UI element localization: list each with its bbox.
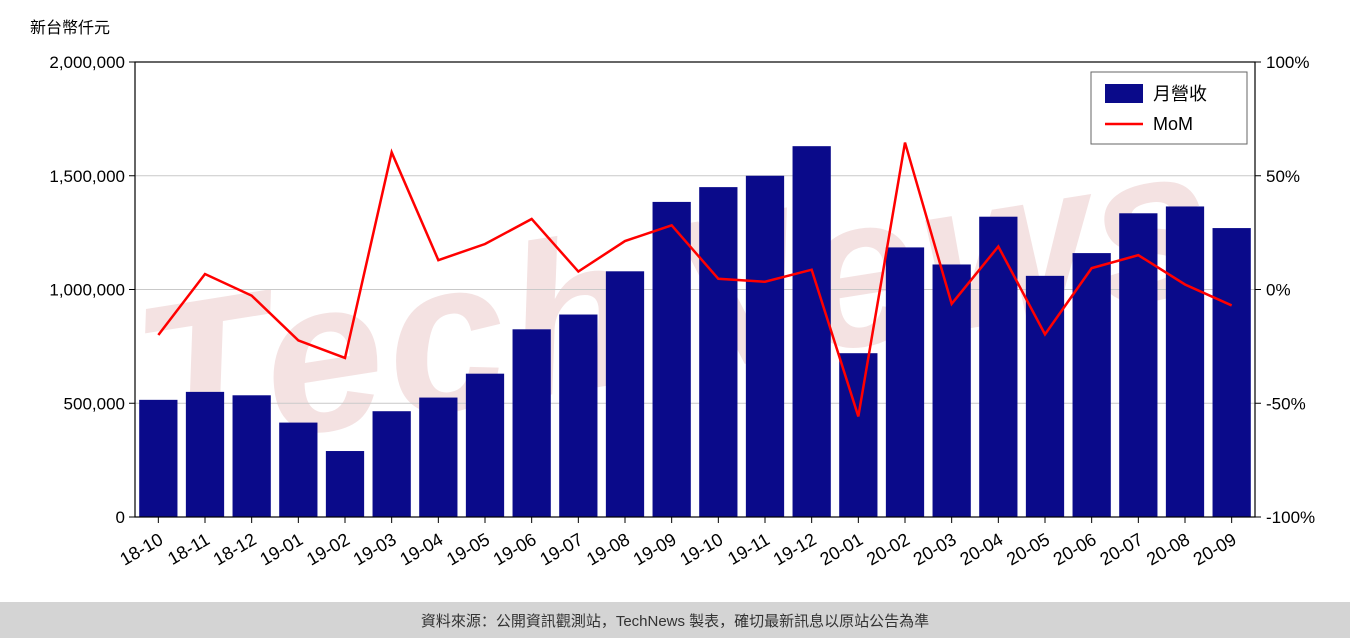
- left-tick-label: 0: [116, 508, 125, 527]
- x-tick-label: 18-11: [164, 529, 213, 569]
- legend-bar-swatch: [1105, 84, 1143, 103]
- x-tick-label: 19-01: [256, 529, 306, 569]
- x-tick-label: 20-06: [1050, 529, 1100, 569]
- revenue-bar: [512, 329, 551, 517]
- revenue-bar: [652, 201, 691, 517]
- legend-label-revenue: 月營收: [1153, 84, 1207, 104]
- revenue-bar: [745, 175, 785, 517]
- revenue-bar: [839, 353, 878, 517]
- revenue-bar: [1072, 253, 1111, 517]
- mom-line: [157, 142, 1233, 417]
- x-tick-label: 20-04: [956, 529, 1006, 569]
- x-tick-label: 18-10: [116, 529, 166, 569]
- revenue-bar: [885, 247, 925, 517]
- x-tick-label: 19-06: [490, 529, 540, 569]
- revenue-bar: [139, 399, 178, 517]
- x-tick-label: 19-10: [676, 529, 726, 569]
- revenue-bar: [605, 271, 645, 517]
- right-tick-label: 100%: [1266, 53, 1309, 72]
- revenue-bar: [1212, 228, 1251, 517]
- revenue-bar: [1025, 275, 1065, 517]
- plot-border: [134, 61, 1256, 518]
- revenue-bar: [932, 264, 971, 517]
- revenue-bar: [792, 146, 831, 518]
- x-tick-label: 19-11: [724, 529, 773, 569]
- revenue-bar: [465, 373, 505, 517]
- x-tick-label: 20-05: [1003, 529, 1053, 569]
- x-tick-label: 19-05: [443, 529, 493, 569]
- revenue-mom-chart: 0 500,000 1,000,000 1,500,000 2,000,000 -100%…: [49, 53, 1315, 569]
- footer-text: 資料來源：公開資訊觀測站，TechNews 製表，確切最新訊息以原站公告為準: [420, 612, 930, 630]
- x-tick-label: 20-02: [863, 529, 913, 569]
- right-tick-label: 50%: [1266, 167, 1300, 186]
- x-tick-label: 19-08: [583, 529, 633, 569]
- footer-source-note: 資料來源：公開資訊觀測站，TechNews 製表，確切最新訊息以原站公告為準: [0, 602, 1350, 638]
- x-tick-label: 20-08: [1143, 529, 1193, 569]
- left-tick-label: 1,500,000: [49, 167, 125, 186]
- revenue-bar: [419, 397, 458, 517]
- revenue-bar: [372, 411, 411, 517]
- x-tick-label: 19-09: [630, 529, 680, 569]
- legend-label-mom: MoM: [1153, 114, 1193, 134]
- revenue-bar: [1165, 206, 1205, 517]
- x-tick-label: 19-04: [396, 529, 446, 569]
- revenue-bar: [232, 395, 271, 517]
- x-tick-label: 19-02: [303, 529, 353, 569]
- revenue-bar: [699, 187, 738, 517]
- left-tick-label: 500,000: [64, 394, 125, 413]
- revenue-bar: [325, 451, 365, 517]
- left-tick-label: 2,000,000: [49, 53, 125, 72]
- revenue-bar: [559, 314, 598, 517]
- x-tick-label: 19-07: [536, 529, 586, 569]
- revenue-bar: [279, 422, 318, 517]
- x-tick-label: 20-01: [816, 529, 866, 569]
- right-tick-label: -50%: [1266, 394, 1306, 413]
- x-tick-label: 19-03: [350, 529, 400, 569]
- x-tick-label: 18-12: [210, 529, 260, 569]
- x-tick-label: 20-03: [910, 529, 960, 569]
- revenue-bar: [185, 391, 225, 517]
- x-tick-label: 20-09: [1190, 529, 1240, 569]
- revenue-bar: [979, 216, 1018, 517]
- right-tick-label: 0%: [1266, 281, 1291, 300]
- x-tick-label: 20-07: [1096, 529, 1146, 569]
- left-tick-label: 1,000,000: [49, 281, 125, 300]
- x-tick-label: 19-12: [770, 529, 820, 569]
- right-tick-label: -100%: [1266, 508, 1315, 527]
- y-axis-title: 新台幣仟元: [30, 20, 111, 37]
